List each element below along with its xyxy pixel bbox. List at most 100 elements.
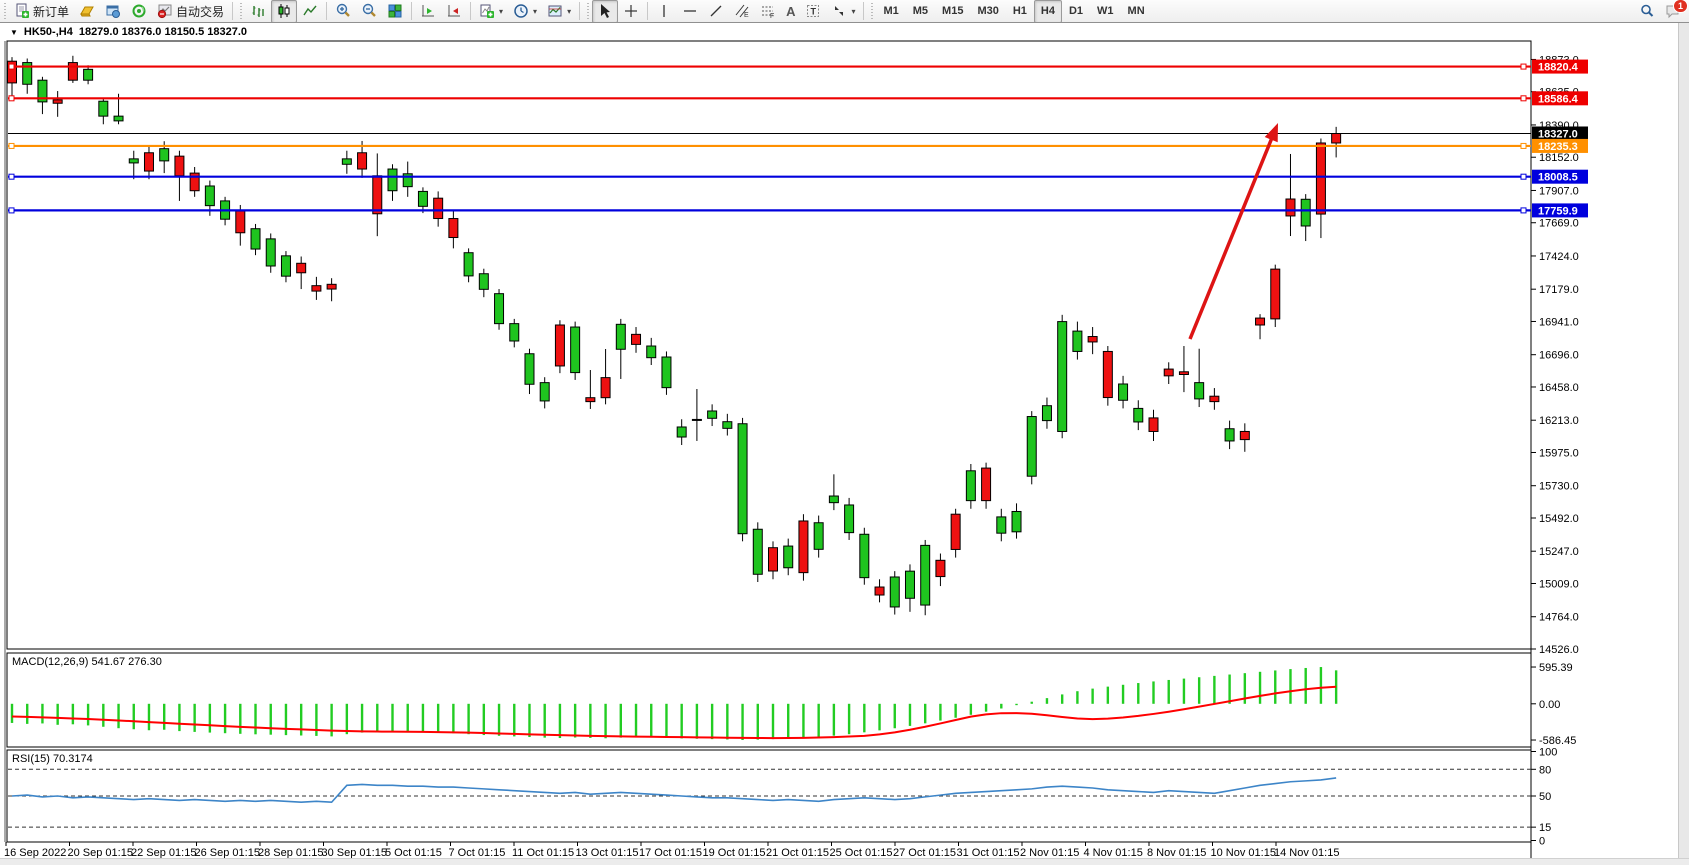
candle-body (311, 285, 322, 292)
y-axis-tick-label: 15247.0 (1539, 546, 1579, 558)
candle-body (52, 99, 63, 104)
zoom-in-button[interactable] (330, 0, 356, 23)
candle-body (889, 576, 900, 608)
chart-shift-button[interactable] (415, 0, 441, 23)
profiles-button[interactable] (74, 0, 100, 23)
fibonacci-tool-button[interactable]: F (755, 0, 781, 23)
line-handle[interactable] (8, 95, 15, 102)
line-handle[interactable] (8, 142, 15, 149)
y-axis-tick-label: 17669.0 (1539, 218, 1579, 230)
market-watch-button[interactable] (100, 0, 126, 23)
line-handle[interactable] (1520, 173, 1527, 180)
timeframe-w1-button[interactable]: W1 (1097, 5, 1114, 17)
timeframe-h4-button[interactable]: H4 (1033, 0, 1062, 23)
candle-body (341, 158, 352, 165)
channel-tool-button[interactable]: E (729, 0, 755, 23)
line-handle[interactable] (8, 63, 15, 70)
toolbar-grip[interactable] (869, 3, 875, 19)
candle-body (326, 283, 337, 290)
candle-body (600, 377, 611, 399)
periods-dropdown-caret: ▾ (533, 6, 538, 16)
timeframe-mn-button[interactable]: MN (1127, 5, 1145, 17)
trend-arrow-head[interactable] (1264, 123, 1278, 143)
cursor-tool-button[interactable] (592, 0, 619, 23)
candle-body (798, 520, 809, 574)
candle-body (737, 423, 748, 535)
crosshair-tool-button[interactable] (618, 0, 644, 23)
chart-title-bar: ▼ HK50-,H4 18279.0 18376.0 18150.5 18327… (0, 23, 1689, 41)
candle-body (1026, 416, 1037, 477)
x-axis-date-label: 26 Sep 01:15 (195, 847, 260, 859)
candle-body (661, 356, 672, 389)
auto-trading-button[interactable]: 自动交易 (152, 0, 229, 23)
new-order-label: 新订单 (33, 4, 70, 19)
tile-windows-button[interactable] (382, 0, 408, 23)
line-handle[interactable] (1520, 142, 1527, 149)
market-watch-icon (105, 3, 121, 19)
x-axis-date-label: 28 Sep 01:15 (258, 847, 323, 859)
chart-ohlc-values: 18279.0 18376.0 18150.5 18327.0 (78, 26, 248, 38)
indicators-button[interactable]: ▾ (474, 0, 508, 23)
candle-body (433, 197, 444, 220)
candle-body (981, 467, 992, 502)
svg-text:E: E (744, 12, 749, 19)
line-handle[interactable] (1520, 95, 1527, 102)
y-axis-tick-label: 14764.0 (1539, 612, 1579, 624)
zoom-out-icon (361, 3, 377, 19)
line-handle[interactable] (8, 207, 15, 214)
candle-body (524, 353, 535, 385)
candle-body (844, 504, 855, 534)
new-order-button[interactable]: 新订单 (9, 0, 74, 23)
trend-arrow-line[interactable] (1188, 131, 1276, 340)
timeframe-m30-button[interactable]: M30 (977, 5, 999, 17)
rsi-axis-tick-label: 80 (1539, 764, 1551, 776)
chart-canvas[interactable]: 18873.018635.018390.018152.017907.017669… (0, 23, 1689, 865)
search-icon[interactable] (1639, 3, 1655, 19)
templates-button[interactable]: ▾ (542, 0, 576, 23)
candle-body (920, 544, 931, 606)
candle-body (7, 60, 17, 84)
candle-body (113, 115, 124, 122)
text-label-tool-button[interactable]: T (800, 0, 826, 23)
bar-chart-button[interactable] (245, 0, 271, 23)
price-level-label: 18235.3 (1538, 141, 1578, 153)
timeframe-m15-button[interactable]: M15 (942, 5, 964, 17)
toolbar-grip[interactable] (238, 3, 244, 19)
candle-body (448, 218, 459, 239)
arrows-tool-button[interactable]: ▾ (826, 0, 860, 23)
chat-button[interactable]: 1 (1665, 0, 1688, 19)
text-tool-button[interactable]: A (781, 0, 800, 23)
macd-panel[interactable] (6, 652, 1532, 748)
toolbar-grip[interactable] (2, 3, 7, 19)
auto-trading-label: 自动交易 (176, 4, 225, 19)
vertical-line-tool-button[interactable] (651, 0, 677, 23)
candle-body (965, 470, 976, 502)
periods-button[interactable]: ▾ (508, 0, 542, 23)
auto-trading-icon (157, 3, 173, 19)
signals-button[interactable] (126, 0, 152, 23)
zoom-out-button[interactable] (356, 0, 382, 23)
timeframe-h1-button[interactable]: H1 (1012, 5, 1027, 17)
line-chart-button[interactable] (297, 0, 323, 23)
templates-icon (547, 3, 563, 19)
line-handle[interactable] (1520, 63, 1527, 70)
collapse-chart-icon[interactable]: ▼ (10, 27, 18, 37)
x-axis-date-label: 20 Sep 01:15 (68, 847, 133, 859)
trendline-tool-button[interactable] (703, 0, 729, 23)
zoom-in-icon (335, 3, 351, 19)
candlestick-chart-button[interactable] (271, 0, 298, 23)
timeframe-d1-button[interactable]: D1 (1068, 5, 1084, 17)
price-level-label-bg (1532, 91, 1588, 106)
x-axis-date-label: 5 Oct 01:15 (385, 847, 442, 859)
line-handle[interactable] (1520, 207, 1527, 214)
candle-body (631, 333, 642, 345)
candle-body (1072, 330, 1083, 352)
horizontal-line-tool-button[interactable] (677, 0, 703, 23)
svg-text:T: T (811, 7, 817, 17)
timeframe-m1-button[interactable]: M1 (883, 5, 899, 17)
candle-body (1011, 510, 1022, 533)
line-handle[interactable] (8, 173, 15, 180)
auto-scroll-button[interactable] (441, 0, 467, 23)
toolbar-grip[interactable] (585, 3, 591, 19)
timeframe-m5-button[interactable]: M5 (912, 5, 929, 17)
